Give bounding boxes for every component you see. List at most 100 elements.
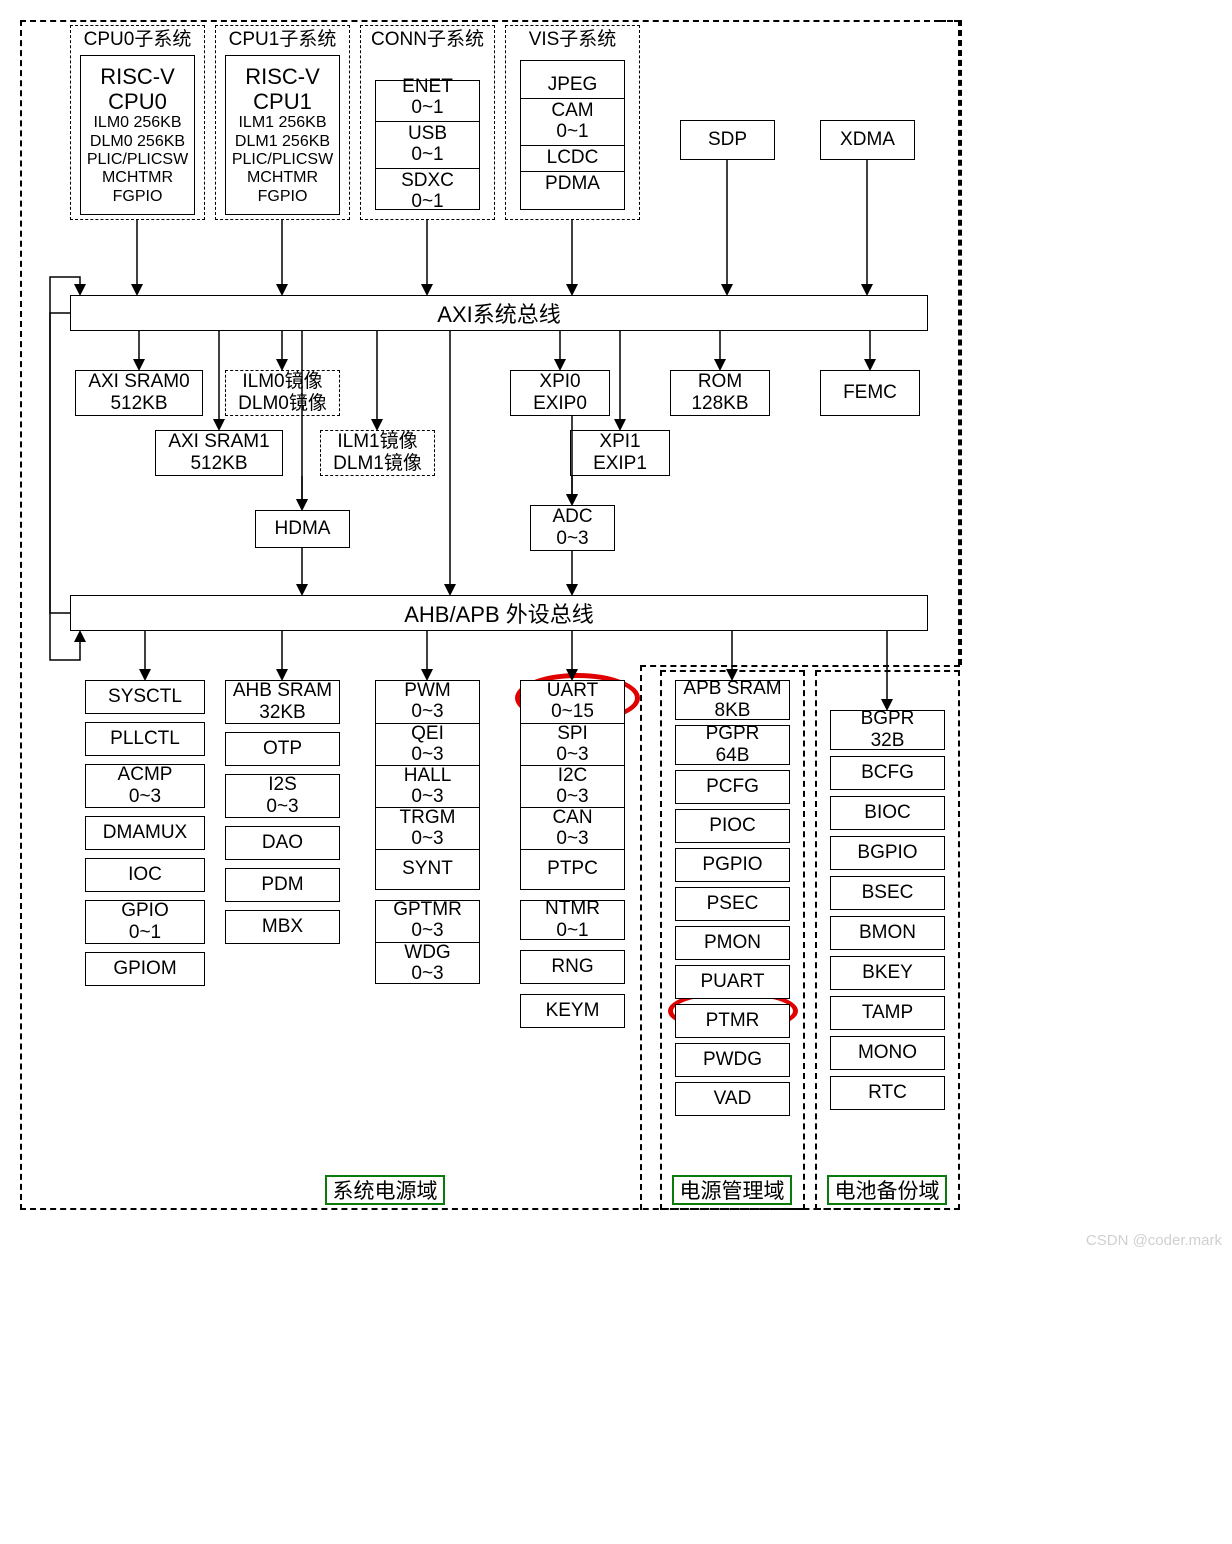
system-domain-label: 系统电源域 xyxy=(325,1175,445,1205)
c3t-cell-1: QEI0~3 xyxy=(376,723,479,765)
conn-stack: ENET0~1 USB0~1 SDXC0~1 xyxy=(375,80,480,210)
vis-c2: LCDC xyxy=(521,145,624,171)
cpu0-block: RISC-V CPU0 ILM0 256KB DLM0 256KB PLIC/P… xyxy=(80,55,195,215)
cpu1-l6: FGPIO xyxy=(258,188,308,206)
cpu0-l1: CPU0 xyxy=(108,89,167,114)
c5-4: PGPIO xyxy=(675,848,790,882)
c6-1: BCFG xyxy=(830,756,945,790)
c5-1: PGPR64B xyxy=(675,725,790,765)
c6-2: BIOC xyxy=(830,796,945,830)
c5-0: APB SRAM8KB xyxy=(675,680,790,720)
xpi0: XPI0EXIP0 xyxy=(510,370,610,416)
vis-c3: PDMA xyxy=(521,171,624,197)
c6-0: BGPR32B xyxy=(830,710,945,750)
c5-3: PIOC xyxy=(675,809,790,843)
ilm0-mirror: ILM0镜像DLM0镜像 xyxy=(225,370,340,416)
cpu0-l5: MCHTMR xyxy=(102,169,173,187)
conn-title: CONN子系统 xyxy=(371,29,484,51)
conn-c1: USB0~1 xyxy=(376,121,479,168)
cpu1-l4: PLIC/PLICSW xyxy=(232,151,333,169)
c4b-1: RNG xyxy=(520,950,625,984)
system-domain-border-right2 xyxy=(640,665,960,667)
c3b-stack: GPTMR0~3WDG0~3 xyxy=(375,900,480,984)
c3t-cell-3: TRGM0~3 xyxy=(376,807,479,849)
c4t-cell-0: UART0~15 xyxy=(521,681,624,723)
c6-9: RTC xyxy=(830,1076,945,1110)
vis-stack: JPEG CAM0~1 LCDC PDMA xyxy=(520,60,625,210)
vis-c0: JPEG xyxy=(521,73,624,98)
system-domain-border-right3 xyxy=(640,665,642,1210)
c1-4: IOC xyxy=(85,858,205,892)
ahb-bus: AHB/APB 外设总线 xyxy=(70,595,928,631)
femc: FEMC xyxy=(820,370,920,416)
cpu0-l2: ILM0 256KB xyxy=(93,114,181,132)
sdp-block: SDP xyxy=(680,120,775,160)
c6-6: BKEY xyxy=(830,956,945,990)
axi-bus: AXI系统总线 xyxy=(70,295,928,331)
power-domain-label: 电源管理域 xyxy=(672,1175,792,1205)
c4t-cell-3: CAN0~3 xyxy=(521,807,624,849)
c5-10: VAD xyxy=(675,1082,790,1116)
cpu0-l4: PLIC/PLICSW xyxy=(87,151,188,169)
c1-1: PLLCTL xyxy=(85,722,205,756)
cpu1-l1: CPU1 xyxy=(253,89,312,114)
rom: ROM128KB xyxy=(670,370,770,416)
vis-c1: CAM0~1 xyxy=(521,98,624,145)
watermark: CSDN @coder.mark xyxy=(1086,1232,1222,1249)
conn-c0: ENET0~1 xyxy=(376,75,479,121)
c2-5: MBX xyxy=(225,910,340,944)
cpu1-l3: DLM1 256KB xyxy=(235,133,330,151)
c4t-cell-2: I2C0~3 xyxy=(521,765,624,807)
cpu0-l0: RISC-V xyxy=(100,64,175,89)
c2-1: OTP xyxy=(225,732,340,766)
c1-3: DMAMUX xyxy=(85,816,205,850)
c5-6: PMON xyxy=(675,926,790,960)
c4t-cell-1: SPI0~3 xyxy=(521,723,624,765)
axi-sram1: AXI SRAM1512KB xyxy=(155,430,283,476)
c3b-cell-0: GPTMR0~3 xyxy=(376,900,479,942)
system-domain-border-right4 xyxy=(960,20,962,665)
cpu0-title: CPU0子系统 xyxy=(84,29,192,51)
c5-5: PSEC xyxy=(675,887,790,921)
ilm1-mirror: ILM1镜像DLM1镜像 xyxy=(320,430,435,476)
cpu1-block: RISC-V CPU1 ILM1 256KB DLM1 256KB PLIC/P… xyxy=(225,55,340,215)
vis-title: VIS子系统 xyxy=(529,29,617,51)
xdma-block: XDMA xyxy=(820,120,915,160)
xpi1: XPI1EXIP1 xyxy=(570,430,670,476)
c6-4: BSEC xyxy=(830,876,945,910)
cpu0-l3: DLM0 256KB xyxy=(90,133,185,151)
battery-domain-label: 电池备份域 xyxy=(827,1175,947,1205)
cpu1-l2: ILM1 256KB xyxy=(238,114,326,132)
cpu1-l5: MCHTMR xyxy=(247,169,318,187)
adc: ADC0~3 xyxy=(530,505,615,551)
cpu1-l0: RISC-V xyxy=(245,64,320,89)
c2-4: PDM xyxy=(225,868,340,902)
c5-9: PWDG xyxy=(675,1043,790,1077)
c5-7: PUART xyxy=(675,965,790,999)
c6-3: BGPIO xyxy=(830,836,945,870)
c2-0: AHB SRAM32KB xyxy=(225,680,340,724)
c1-0: SYSCTL xyxy=(85,680,205,714)
axi-sram0: AXI SRAM0512KB xyxy=(75,370,203,416)
c4b-0: NTMR0~1 xyxy=(520,900,625,940)
system-domain-border-right xyxy=(940,20,960,665)
c6-5: BMON xyxy=(830,916,945,950)
c4t-stack: UART0~15SPI0~3I2C0~3CAN0~3PTPC xyxy=(520,680,625,890)
c4t-cell-4: PTPC xyxy=(521,849,624,889)
c1-6: GPIOM xyxy=(85,952,205,986)
conn-c2: SDXC0~1 xyxy=(376,168,479,215)
c1-2: ACMP0~3 xyxy=(85,764,205,808)
cpu1-title: CPU1子系统 xyxy=(229,29,337,51)
c3t-cell-4: SYNT xyxy=(376,849,479,889)
c6-7: TAMP xyxy=(830,996,945,1030)
block-diagram: CPU0子系统 RISC-V CPU0 ILM0 256KB DLM0 256K… xyxy=(20,20,1212,1524)
c3t-cell-0: PWM0~3 xyxy=(376,681,479,723)
c5-8: PTMR xyxy=(675,1004,790,1038)
c1-5: GPIO0~1 xyxy=(85,900,205,944)
c3t-cell-2: HALL0~3 xyxy=(376,765,479,807)
c4b-2: KEYM xyxy=(520,994,625,1028)
c5-2: PCFG xyxy=(675,770,790,804)
hdma: HDMA xyxy=(255,510,350,548)
c3t-stack: PWM0~3QEI0~3HALL0~3TRGM0~3SYNT xyxy=(375,680,480,890)
c6-8: MONO xyxy=(830,1036,945,1070)
